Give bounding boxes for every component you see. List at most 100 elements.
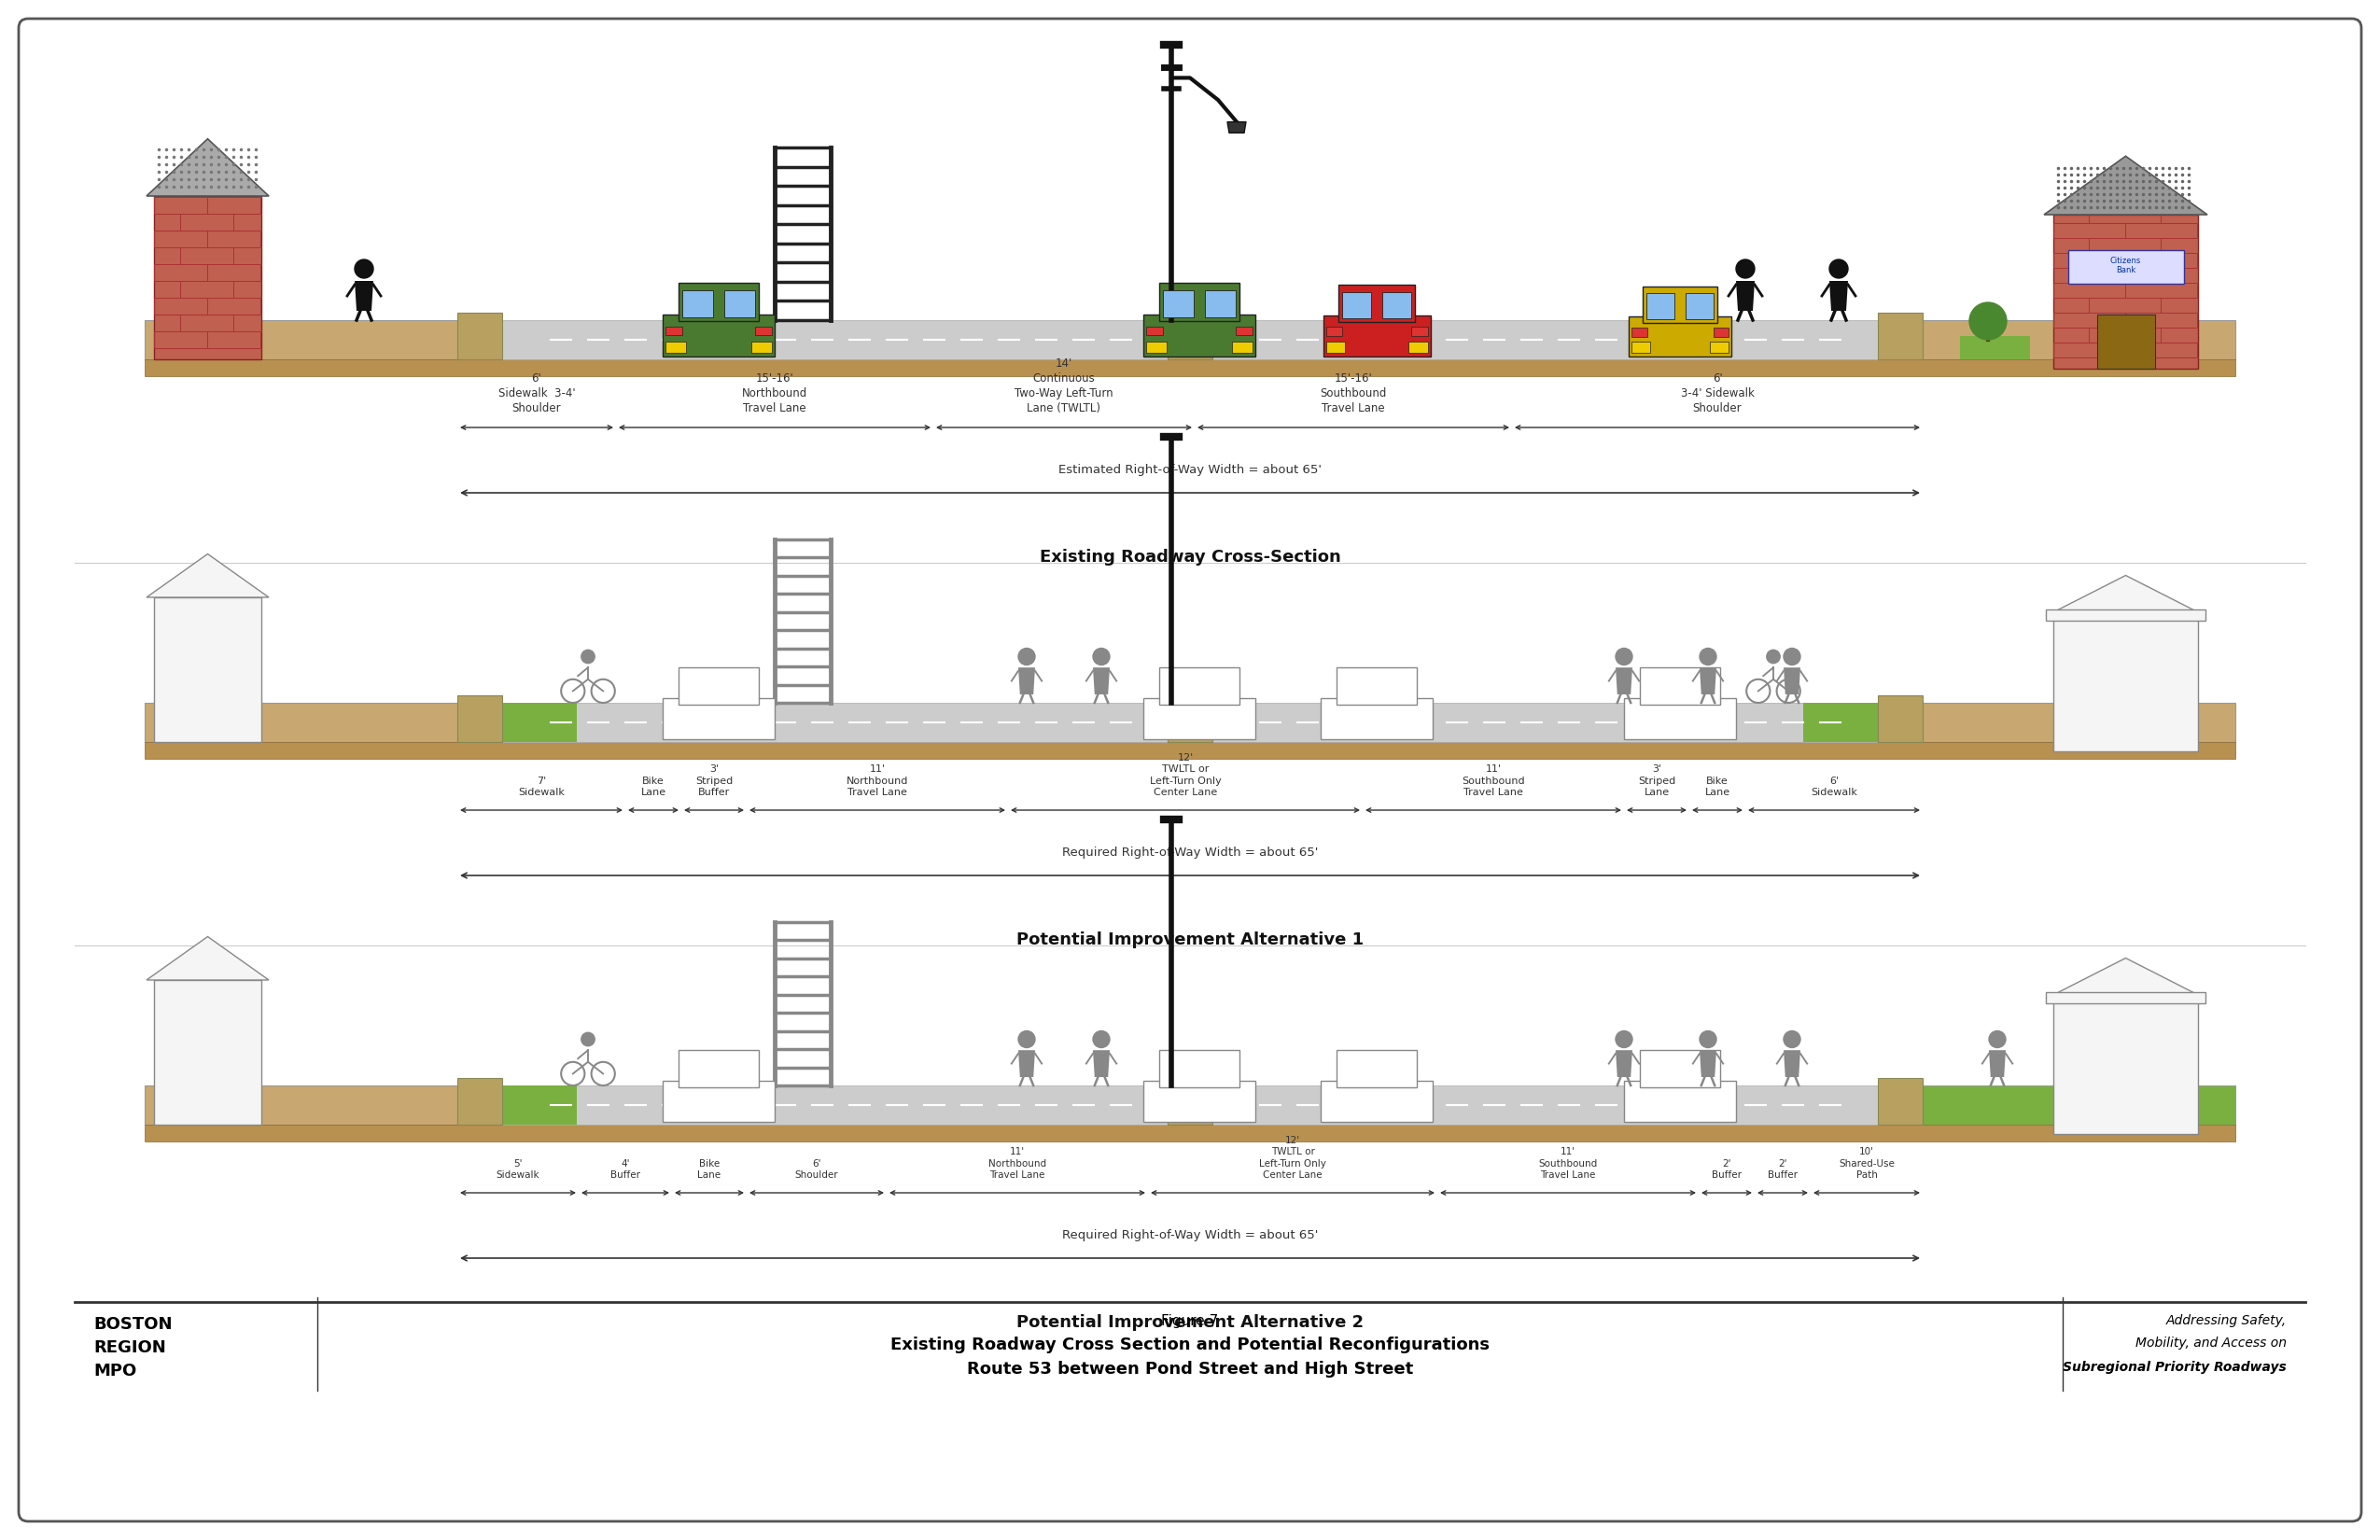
Bar <box>145 359 2235 376</box>
FancyBboxPatch shape <box>19 18 2361 1522</box>
Polygon shape <box>1699 1050 1716 1076</box>
Bar <box>1169 1078 1211 1124</box>
Bar <box>666 326 683 336</box>
Bar <box>457 1086 1923 1124</box>
Bar <box>1923 320 2235 359</box>
Text: Bike
Lane: Bike Lane <box>697 1158 721 1180</box>
Polygon shape <box>1092 1050 1109 1076</box>
Bar <box>155 598 262 742</box>
Bar <box>1164 290 1192 317</box>
Text: 6'
3-4' Sidewalk
Shoulder: 6' 3-4' Sidewalk Shoulder <box>1680 373 1754 414</box>
Bar <box>1804 702 1878 742</box>
Polygon shape <box>1616 1050 1633 1076</box>
Bar <box>502 1086 576 1124</box>
Text: 12'
TWLTL or
Left-Turn Only
Center Lane: 12' TWLTL or Left-Turn Only Center Lane <box>1150 753 1221 798</box>
Bar <box>1630 328 1647 337</box>
Bar <box>1923 1086 2235 1124</box>
Circle shape <box>1616 1030 1633 1047</box>
Text: Required Right-of-Way Width = about 65': Required Right-of-Way Width = about 65' <box>1061 847 1319 859</box>
Text: 10'
Shared-Use
Path: 10' Shared-Use Path <box>1840 1147 1894 1180</box>
Circle shape <box>1830 259 1847 279</box>
Bar <box>2047 992 2206 1004</box>
Bar <box>683 290 712 317</box>
Text: REGION: REGION <box>93 1340 167 1357</box>
Bar <box>752 342 771 353</box>
Text: Existing Roadway Cross Section and Potential Reconfigurations: Existing Roadway Cross Section and Poten… <box>890 1337 1490 1354</box>
Bar <box>662 314 774 357</box>
Bar <box>1961 336 2030 359</box>
Bar <box>1640 667 1721 704</box>
Bar <box>1326 326 1342 336</box>
Text: Route 53 between Pond Street and High Street: Route 53 between Pond Street and High St… <box>966 1361 1414 1378</box>
Text: Citizens
Bank: Citizens Bank <box>2111 257 2142 274</box>
Bar <box>2097 314 2154 368</box>
Polygon shape <box>1699 667 1716 695</box>
Polygon shape <box>2044 156 2206 214</box>
Text: 15'-16'
Northbound
Travel Lane: 15'-16' Northbound Travel Lane <box>743 373 807 414</box>
Circle shape <box>581 650 595 664</box>
Bar <box>754 326 771 336</box>
Bar <box>457 1078 502 1124</box>
Bar <box>457 702 1923 742</box>
Bar <box>1383 291 1411 317</box>
Bar <box>662 1081 774 1121</box>
Polygon shape <box>1092 667 1109 695</box>
Circle shape <box>1019 648 1035 665</box>
Bar <box>1235 326 1252 336</box>
Bar <box>145 320 457 359</box>
Bar <box>1159 1050 1240 1087</box>
Circle shape <box>1699 1030 1716 1047</box>
Polygon shape <box>2047 576 2206 616</box>
Bar <box>1159 667 1240 704</box>
Bar <box>1647 293 1676 319</box>
Text: 11'
Northbound
Travel Lane: 11' Northbound Travel Lane <box>847 764 909 798</box>
Circle shape <box>1766 650 1780 664</box>
Text: 3'
Striped
Lane: 3' Striped Lane <box>1637 764 1676 798</box>
Bar <box>1640 1050 1721 1087</box>
Bar <box>1147 342 1166 353</box>
Text: Figure 7: Figure 7 <box>1161 1314 1219 1327</box>
Bar <box>1142 698 1254 739</box>
Bar <box>1233 342 1252 353</box>
Polygon shape <box>1019 1050 1035 1076</box>
Bar <box>1642 286 1716 322</box>
Text: 11'
Northbound
Travel Lane: 11' Northbound Travel Lane <box>988 1147 1047 1180</box>
Circle shape <box>1092 648 1109 665</box>
Bar <box>1411 326 1428 336</box>
Text: Bike
Lane: Bike Lane <box>640 776 666 798</box>
Bar <box>1335 1050 1416 1087</box>
Text: 5'
Sidewalk: 5' Sidewalk <box>497 1158 540 1180</box>
Bar <box>457 320 1923 359</box>
Text: 14'
Continuous
Two-Way Left-Turn
Lane (TWLTL): 14' Continuous Two-Way Left-Turn Lane (T… <box>1014 357 1114 414</box>
Circle shape <box>1699 648 1716 665</box>
Text: Potential Improvement Alternative 1: Potential Improvement Alternative 1 <box>1016 932 1364 949</box>
Circle shape <box>1783 1030 1799 1047</box>
Bar <box>145 702 457 742</box>
Circle shape <box>1616 648 1633 665</box>
Bar <box>1623 698 1735 739</box>
Circle shape <box>1968 302 2006 340</box>
Polygon shape <box>1783 1050 1799 1076</box>
Text: Existing Roadway Cross-Section: Existing Roadway Cross-Section <box>1040 548 1340 565</box>
Bar <box>1630 342 1649 353</box>
Text: 6'
Sidewalk: 6' Sidewalk <box>1811 776 1856 798</box>
Bar <box>2068 249 2182 283</box>
Text: 6'
Shoulder: 6' Shoulder <box>795 1158 838 1180</box>
Bar <box>662 698 774 739</box>
Polygon shape <box>1228 122 1247 132</box>
Bar <box>155 979 262 1124</box>
Bar <box>1142 1081 1254 1121</box>
Bar <box>1628 317 1730 357</box>
Circle shape <box>1019 1030 1035 1047</box>
Bar <box>1685 293 1714 319</box>
Bar <box>1923 702 2235 742</box>
Bar <box>2054 214 2199 368</box>
Bar <box>1169 696 1211 742</box>
Bar <box>1878 313 1923 359</box>
Bar <box>1159 282 1240 320</box>
Text: Required Right-of-Way Width = about 65': Required Right-of-Way Width = about 65' <box>1061 1229 1319 1241</box>
Bar <box>1878 1078 1923 1124</box>
Bar <box>678 667 759 704</box>
Bar <box>1323 316 1430 357</box>
Text: 11'
Southbound
Travel Lane: 11' Southbound Travel Lane <box>1537 1147 1597 1180</box>
